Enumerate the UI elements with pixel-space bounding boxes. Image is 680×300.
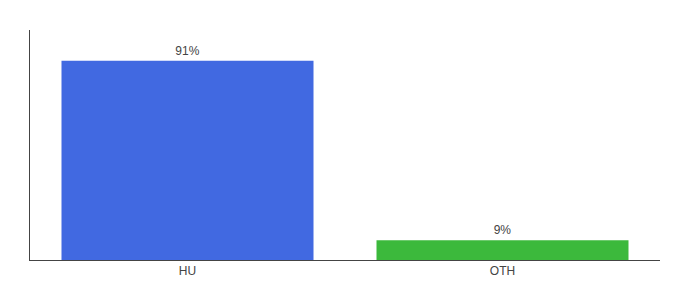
svg-text:OTH: OTH <box>490 264 515 278</box>
svg-text:91%: 91% <box>175 44 199 58</box>
svg-text:9%: 9% <box>494 223 512 237</box>
svg-text:HU: HU <box>179 264 196 278</box>
